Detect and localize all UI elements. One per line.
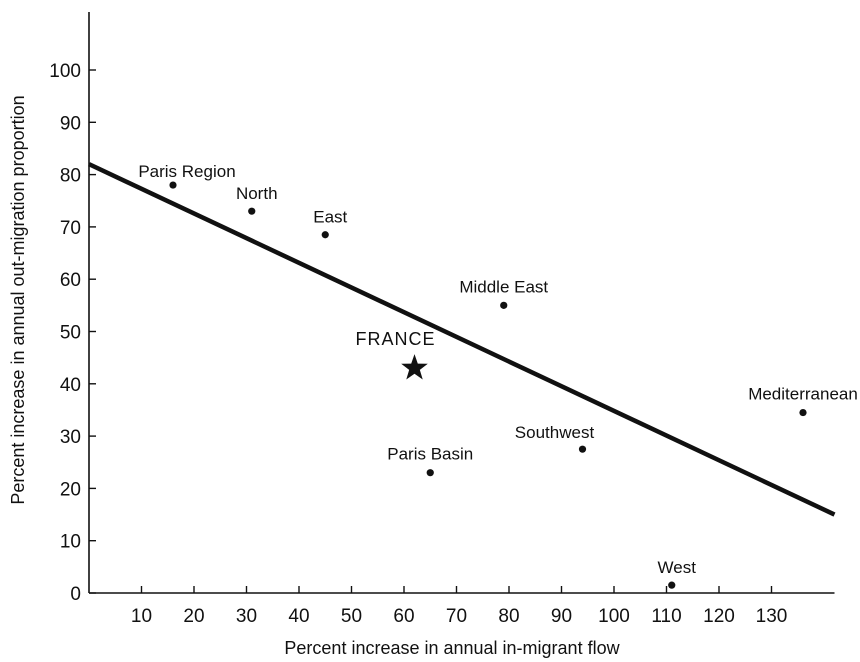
- y-tick-label: 40: [60, 375, 81, 396]
- y-tick-label: 100: [49, 61, 81, 82]
- point-label-west: West: [658, 558, 697, 577]
- france-label: FRANCE: [355, 329, 435, 349]
- y-tick-label: 90: [60, 113, 81, 134]
- point-west: [668, 581, 676, 589]
- point-label-southwest: Southwest: [515, 423, 595, 442]
- point-label-paris-basin: Paris Basin: [387, 445, 473, 464]
- point-north: [248, 207, 256, 215]
- x-tick-label: 60: [393, 606, 414, 627]
- y-tick-label: 20: [60, 479, 81, 500]
- y-tick-label: 50: [60, 323, 81, 344]
- france-star-marker: [401, 354, 428, 380]
- point-paris-region: [169, 181, 177, 189]
- x-tick-label: 30: [236, 606, 257, 627]
- ticks: 10 20 30 40 50 60 70 80 90 100 110 120 130 0 10 20 30 40 5…: [49, 61, 787, 627]
- y-tick-label: 60: [60, 270, 81, 291]
- x-tick-label: 90: [551, 606, 572, 627]
- point-label-middle-east: Middle East: [459, 277, 548, 296]
- x-tick-label: 20: [183, 606, 204, 627]
- y-tick-label: 0: [70, 584, 81, 605]
- axes: [88, 12, 835, 594]
- point-middle-east: [500, 301, 508, 309]
- point-label-north: North: [236, 184, 278, 203]
- y-tick-label: 80: [60, 166, 81, 187]
- x-tick-label: 130: [756, 606, 788, 627]
- x-tick-label: 80: [498, 606, 519, 627]
- point-label-east: East: [313, 208, 347, 227]
- x-axis-title: Percent increase in annual in-migrant fl…: [284, 638, 620, 658]
- x-tick-label: 100: [598, 606, 630, 627]
- x-tick-label: 110: [651, 606, 681, 627]
- point-paris-basin: [426, 469, 434, 477]
- point-southwest: [578, 445, 587, 453]
- y-axis-title: Percent increase in annual out-migration…: [8, 95, 28, 504]
- point-label-mediterranean: Mediterranean: [748, 385, 858, 404]
- x-tick-label: 50: [341, 606, 362, 627]
- x-tick-label: 70: [446, 606, 467, 627]
- y-tick-label: 10: [60, 532, 81, 553]
- trend-line: [88, 162, 836, 517]
- x-tick-label: 120: [703, 606, 735, 627]
- point-mediterranean: [799, 408, 807, 417]
- y-tick-label: 70: [60, 218, 81, 239]
- x-tick-label: 10: [131, 606, 152, 627]
- x-tick-label: 40: [288, 606, 309, 627]
- point-label-paris-region: Paris Region: [138, 162, 235, 181]
- point-east: [321, 231, 329, 239]
- y-tick-label: 30: [60, 427, 81, 448]
